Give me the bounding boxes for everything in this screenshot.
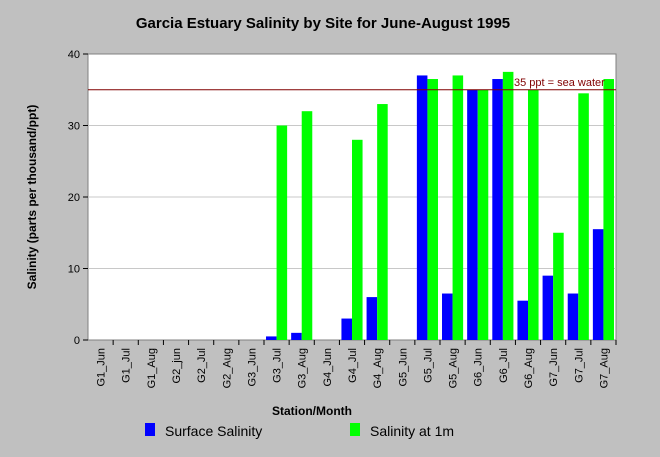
x-tick-label: G6_Aug bbox=[523, 348, 535, 388]
legend-swatch-surface-salinity bbox=[145, 423, 155, 436]
x-tick-label: G7_Jul bbox=[573, 348, 585, 383]
x-tick-label: G6_Jul bbox=[498, 348, 510, 383]
y-tick-label: 30 bbox=[68, 121, 80, 133]
bar-salinity-at-1m-g4_jul bbox=[352, 139, 363, 340]
bar-surface-salinity-g4_aug bbox=[366, 297, 378, 340]
bar-surface-salinity-g7_aug bbox=[592, 229, 604, 340]
bar-salinity-at-1m-g5_aug bbox=[452, 75, 464, 340]
bar-surface-salinity-g6_jun bbox=[467, 89, 478, 340]
x-tick-label: G5_Jul bbox=[422, 348, 434, 383]
legend-label-salinity-at-1m: Salinity at 1m bbox=[370, 423, 454, 439]
bar-salinity-at-1m-g3_jul bbox=[276, 125, 288, 340]
x-tick-label: G3_Aug bbox=[297, 348, 309, 388]
y-axis-label: Salinity (parts per thousand/ppt) bbox=[25, 105, 39, 290]
reference-line-label: 35 ppt = sea water bbox=[514, 77, 605, 89]
x-tick-label: G7_Jun bbox=[548, 348, 560, 387]
bar-salinity-at-1m-g5_jul bbox=[427, 79, 438, 341]
legend-label-surface-salinity: Surface Salinity bbox=[165, 423, 262, 439]
x-tick-label: G6_Jun bbox=[473, 348, 485, 387]
x-tick-label: G4_Jun bbox=[322, 348, 334, 387]
bar-salinity-at-1m-g4_aug bbox=[377, 104, 388, 340]
chart-title: Garcia Estuary Salinity by Site for June… bbox=[136, 15, 510, 32]
x-tick-label: G4_Aug bbox=[372, 348, 384, 388]
y-tick-label: 40 bbox=[68, 49, 80, 61]
legend-swatch-salinity-at-1m bbox=[350, 423, 360, 436]
x-tick-label: G5_Jun bbox=[397, 348, 409, 387]
x-tick-label: G1_Aug bbox=[146, 348, 158, 388]
x-tick-label: G5_Aug bbox=[448, 348, 460, 388]
bar-surface-salinity-g7_jul bbox=[567, 293, 579, 340]
y-tick-label: 20 bbox=[68, 192, 80, 204]
y-tick-label: 0 bbox=[74, 335, 80, 347]
x-axis-label: Station/Month bbox=[272, 404, 352, 418]
bar-salinity-at-1m-g7_jul bbox=[578, 93, 589, 340]
bar-surface-salinity-g5_jul bbox=[416, 75, 428, 340]
x-ticks: G1_Jun G1_Jul G1_Aug G2_jun G2_Jul G2_Aug G3_J… bbox=[96, 340, 617, 388]
x-tick-label: G2_Aug bbox=[221, 348, 233, 388]
bar-surface-salinity-g6_aug bbox=[517, 300, 528, 340]
x-tick-label: G2_Jul bbox=[196, 348, 208, 383]
y-ticks: 0 10 20 30 40 bbox=[68, 49, 88, 347]
x-tick-label: G2_jun bbox=[171, 348, 183, 383]
x-tick-label: G7_Aug bbox=[598, 348, 610, 388]
bar-surface-salinity-g6_jul bbox=[492, 79, 503, 341]
bar-surface-salinity-g4_jul bbox=[341, 318, 352, 340]
bar-salinity-at-1m-g3_aug bbox=[301, 111, 313, 340]
bar-salinity-at-1m-g6_jun bbox=[477, 89, 489, 340]
reference-line-group: 35 ppt = sea water bbox=[88, 77, 616, 91]
bar-surface-salinity-g3_jul bbox=[266, 336, 277, 340]
bar-salinity-at-1m-g6_jul bbox=[502, 71, 514, 340]
x-tick-label: G3_Jun bbox=[246, 348, 258, 387]
bar-salinity-at-1m-g6_aug bbox=[528, 89, 539, 340]
bar-surface-salinity-g3_aug bbox=[291, 332, 302, 340]
bar-surface-salinity-g5_aug bbox=[442, 293, 453, 340]
bar-salinity-at-1m-g7_aug bbox=[603, 79, 614, 341]
bar-salinity-at-1m-g7_jun bbox=[553, 232, 564, 340]
x-tick-label: G1_Jun bbox=[96, 348, 108, 387]
y-tick-label: 10 bbox=[68, 264, 80, 276]
bars bbox=[266, 71, 614, 341]
legend: Surface Salinity Salinity at 1m bbox=[145, 423, 454, 439]
bar-surface-salinity-g7_jun bbox=[542, 275, 554, 340]
x-tick-label: G4_Jul bbox=[347, 348, 359, 383]
x-tick-label: G1_Jul bbox=[121, 348, 133, 383]
x-tick-label: G3_Jul bbox=[272, 348, 284, 383]
